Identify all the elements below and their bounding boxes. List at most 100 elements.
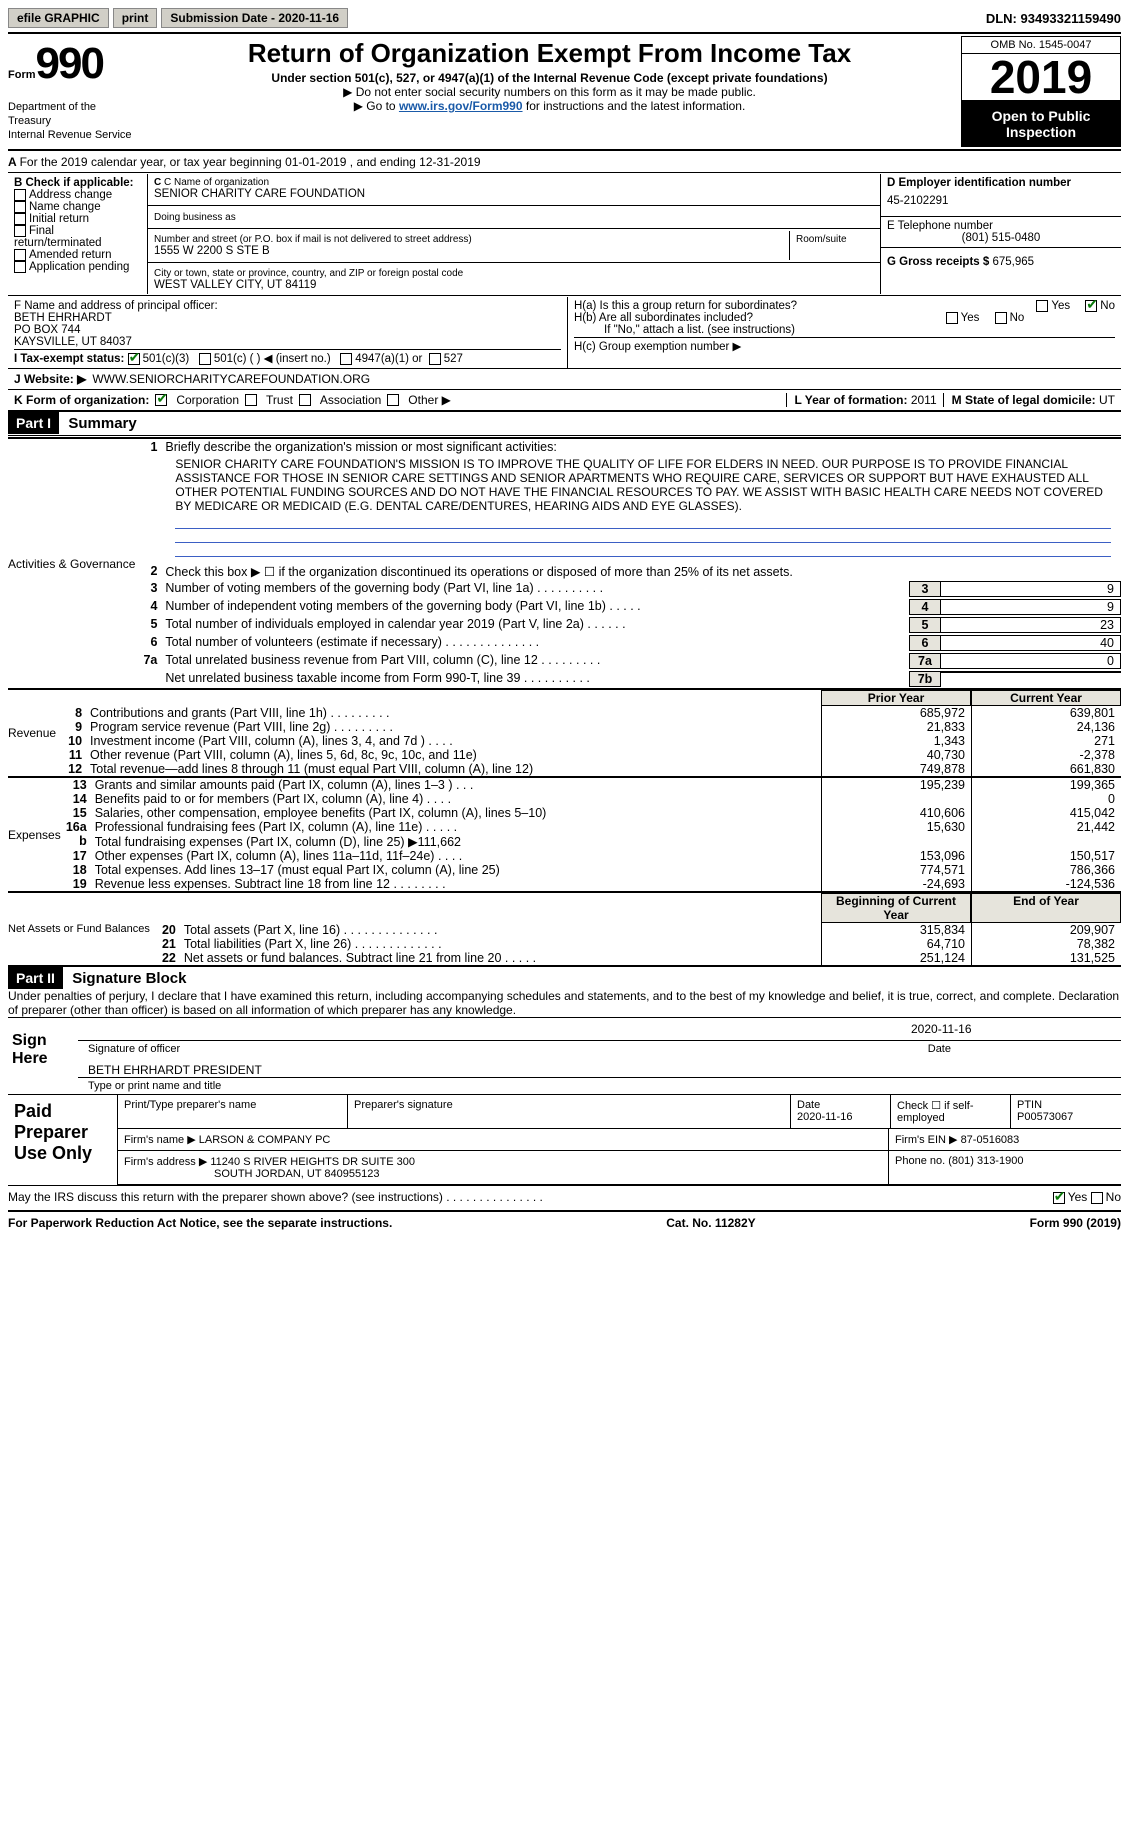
irs-form990-link[interactable]: www.irs.gov/Form990 [399,99,523,113]
box-f-label: F Name and address of principal officer: [14,300,561,312]
boxb-opt-checkbox[interactable] [14,213,26,225]
line-text: Contributions and grants (Part VIII, lin… [90,706,821,720]
firm-name: LARSON & COMPANY PC [199,1134,331,1146]
year-formation: 2011 [911,393,937,407]
line-text: Other revenue (Part VIII, column (A), li… [90,748,821,762]
current-year-value: 661,830 [971,762,1121,776]
sign-here-label: Sign Here [8,1018,78,1094]
current-year-value [971,834,1121,849]
part1-title: Summary [62,415,136,432]
side-activities: Activities & Governance [8,439,135,688]
dba-label: Doing business as [154,212,236,223]
boxb-opt-checkbox[interactable] [14,201,26,213]
k-other[interactable] [387,394,399,406]
line-text: Grants and similar amounts paid (Part IX… [95,778,821,792]
side-revenue: Revenue [8,690,56,776]
boxb-opt-checkbox[interactable] [14,261,26,273]
sig-officer-label: Signature of officer [88,1043,180,1055]
current-year-value: 786,366 [971,863,1121,877]
ha-label: H(a) Is this a group return for subordin… [574,300,797,312]
line1-label: Briefly describe the organization's miss… [165,440,1121,454]
current-year-value: 24,136 [971,720,1121,734]
boxb-opt-checkbox[interactable] [14,189,26,201]
boxb-opt-label: Application pending [29,261,129,273]
current-year-value: 21,442 [971,820,1121,834]
print-button[interactable]: print [113,8,158,28]
line2-text: Check this box ▶ ☐ if the organization d… [165,564,1121,579]
form-number: Form990 [8,36,138,91]
address-label: Number and street (or P.O. box if mail i… [154,234,783,245]
line-text: Other expenses (Part IX, column (A), lin… [95,849,821,863]
current-year-value: 209,907 [971,923,1121,937]
gov-line-value: 40 [941,635,1121,651]
org-name: SENIOR CHARITY CARE FOUNDATION [154,188,874,200]
line-text: Benefits paid to or for members (Part IX… [95,792,821,806]
row-k-label: K Form of organization: [14,393,149,407]
box-e-phone-label: E Telephone number [887,220,1115,232]
ha-no[interactable] [1085,300,1097,312]
checkbox-4947[interactable] [340,353,352,365]
prior-year-value: 749,878 [821,762,971,776]
room-suite-label: Room/suite [790,231,880,260]
form-title: Return of Organization Exempt From Incom… [146,38,953,69]
line-text: Revenue less expenses. Subtract line 18 … [95,877,821,891]
gross-receipts-value: 675,965 [992,256,1034,268]
box-g-label: G Gross receipts $ [887,256,989,268]
subtitle-ssn-warning: ▶ Do not enter social security numbers o… [146,85,953,99]
firm-addr2: SOUTH JORDAN, UT 840955123 [214,1168,379,1180]
hb-yes[interactable] [946,312,958,324]
check-self-employed: Check ☐ if self-employed [891,1095,1011,1128]
phone-value: (801) 515-0480 [887,232,1115,244]
line-text: Total expenses. Add lines 13–17 (must eq… [95,863,821,877]
current-year-value: 131,525 [971,951,1121,965]
prior-year-value: 685,972 [821,706,971,720]
submission-date-label: Submission Date - 2020-11-16 [161,8,348,28]
current-year-value: 150,517 [971,849,1121,863]
prior-year-value [821,834,971,849]
current-year-value: 271 [971,734,1121,748]
subtitle-goto: ▶ Go to www.irs.gov/Form990 for instruct… [146,99,953,113]
form-footer: Form 990 (2019) [1030,1216,1121,1230]
mission-text: SENIOR CHARITY CARE FOUNDATION'S MISSION… [135,455,1121,515]
boxb-opt-checkbox[interactable] [14,249,26,261]
ha-yes[interactable] [1036,300,1048,312]
tax-year-row: A For the 2019 calendar year, or tax yea… [8,153,1121,171]
dln-label: DLN: 93493321159490 [986,11,1121,26]
checkbox-527[interactable] [429,353,441,365]
k-assoc[interactable] [299,394,311,406]
officer-addr2: KAYSVILLE, UT 84037 [14,336,561,348]
discuss-no[interactable] [1091,1192,1103,1204]
state-domicile: UT [1099,393,1115,407]
dept-treasury-irs: Department of the Treasury Internal Reve… [8,101,138,142]
current-year-value: -124,536 [971,877,1121,891]
paid-preparer-label: Paid Preparer Use Only [8,1095,118,1185]
gov-line-box: 5 [909,617,941,633]
k-corp[interactable] [155,394,167,406]
part1-header: Part I [8,412,59,434]
k-trust[interactable] [245,394,257,406]
prior-year-value: 15,630 [821,820,971,834]
cat-no: Cat. No. 11282Y [666,1216,755,1230]
firm-phone: (801) 313-1900 [948,1155,1023,1167]
line-text: Salaries, other compensation, employee b… [95,806,821,820]
line-text: Program service revenue (Part VIII, line… [90,720,821,734]
street-address: 1555 W 2200 S STE B [154,245,783,257]
website-url: WWW.SENIORCHARITYCAREFOUNDATION.ORG [92,372,370,386]
hb-no[interactable] [995,312,1007,324]
discuss-question: May the IRS discuss this return with the… [8,1190,543,1204]
prep-sig-label: Preparer's signature [348,1095,791,1128]
side-expenses: Expenses [8,778,61,891]
prior-year-value: 315,834 [821,923,971,937]
discuss-yes[interactable] [1053,1192,1065,1204]
type-print-label: Type or print name and title [78,1077,1121,1094]
line-text: Investment income (Part VIII, column (A)… [90,734,821,748]
firm-addr1: 11240 S RIVER HEIGHTS DR SUITE 300 [210,1156,415,1168]
boxb-opt-label: Address change [29,189,112,201]
boxb-opt-checkbox[interactable] [14,225,26,237]
gov-line-text: Total number of volunteers (estimate if … [165,635,909,649]
subtitle-section: Under section 501(c), 527, or 4947(a)(1)… [146,71,953,85]
checkbox-501c[interactable] [199,353,211,365]
checkbox-501c3[interactable] [128,353,140,365]
side-net-assets: Net Assets or Fund Balances [8,893,150,965]
prior-year-value: 774,571 [821,863,971,877]
